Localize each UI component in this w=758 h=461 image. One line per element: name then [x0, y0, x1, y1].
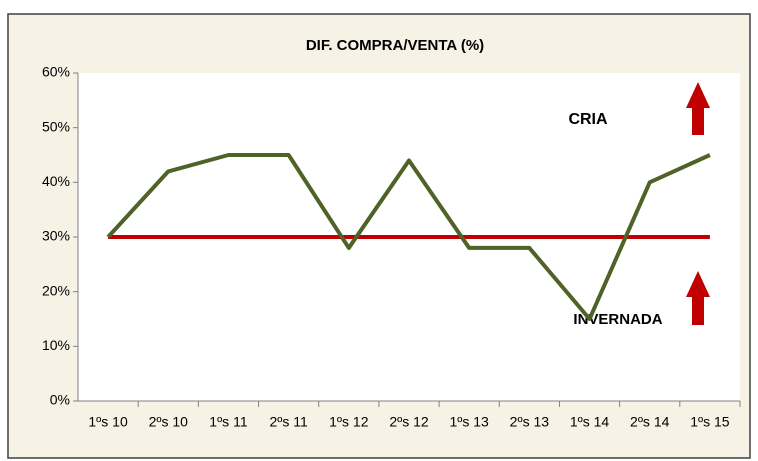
annotation: INVERNADA [573, 311, 662, 328]
x-tick-label: 2ºs 13 [510, 414, 550, 430]
x-tick-label: 2ºs 14 [630, 414, 670, 430]
y-tick-label: 40% [42, 173, 70, 189]
x-tick-label: 1ºs 10 [88, 414, 128, 430]
y-tick-label: 60% [42, 64, 70, 80]
y-tick-label: 30% [42, 228, 70, 244]
arrow-up [686, 82, 710, 135]
y-tick-label: 50% [42, 118, 70, 134]
y-tick-label: 10% [42, 337, 70, 353]
x-tick-label: 2ºs 11 [269, 414, 308, 430]
x-tick-label: 1ºs 12 [329, 414, 369, 430]
x-tick-label: 2ºs 12 [389, 414, 429, 430]
annotation: CRIA [568, 111, 608, 128]
y-tick-label: 20% [42, 282, 70, 298]
arrow-up [686, 271, 710, 325]
x-tick-label: 1ºs 14 [570, 414, 610, 430]
x-tick-label: 1ºs 11 [209, 414, 248, 430]
y-tick-label: 0% [50, 392, 70, 408]
x-tick-label: 1ºs 13 [449, 414, 489, 430]
chart-title: DIF. COMPRA/VENTA (%) [306, 37, 484, 54]
x-tick-label: 2ºs 10 [149, 414, 189, 430]
series-line [106, 153, 711, 321]
x-tick-label: 1ºs 15 [690, 414, 730, 430]
